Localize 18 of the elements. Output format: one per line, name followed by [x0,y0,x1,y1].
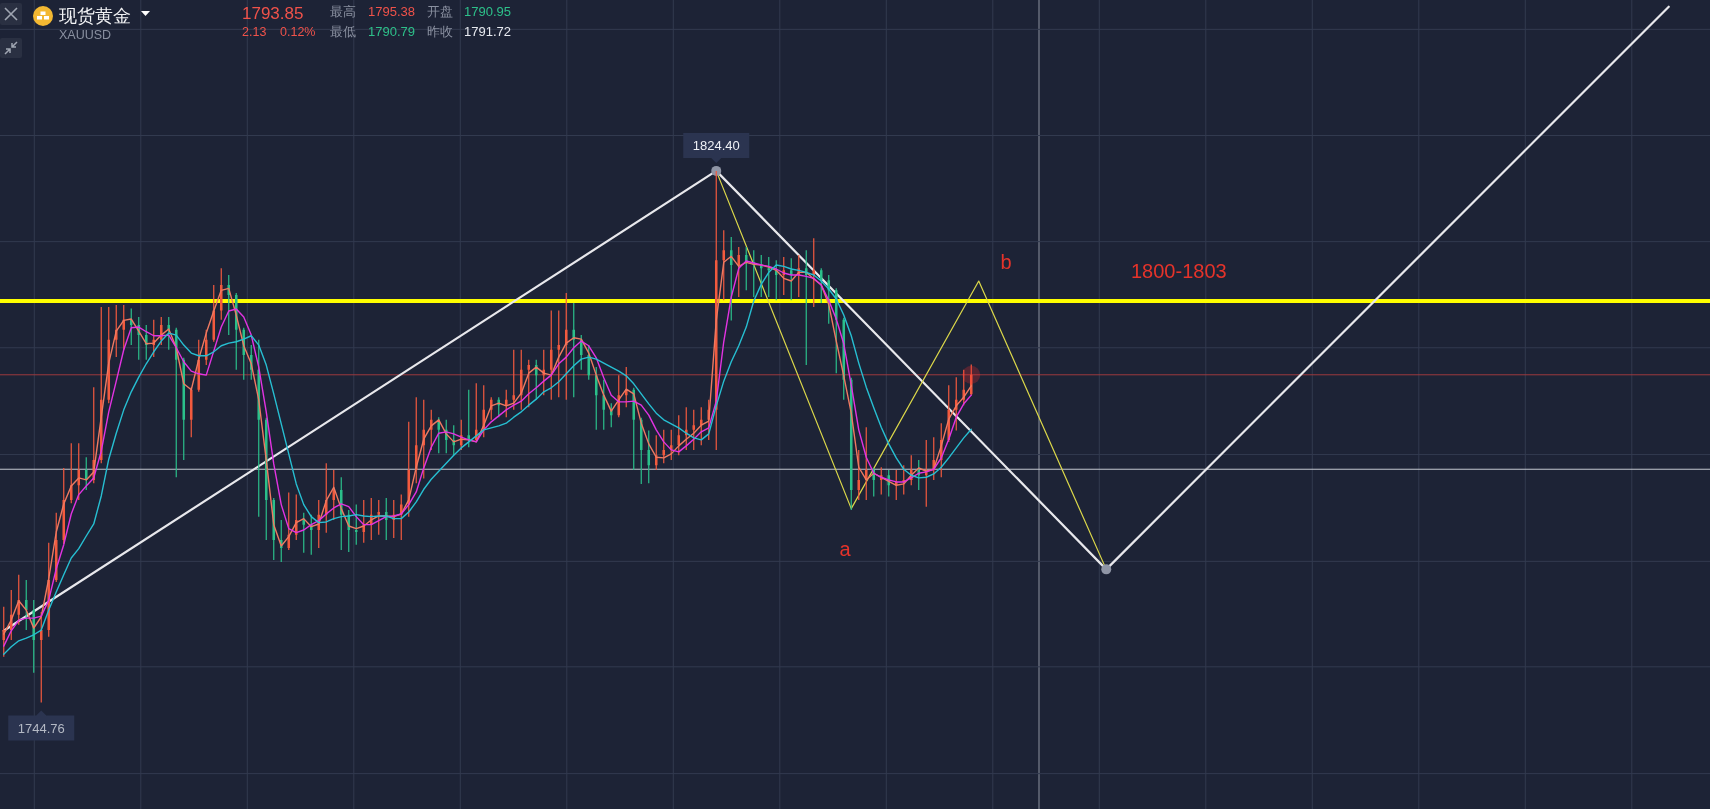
annotation: 开盘 [427,5,453,19]
annotation: 1790.79 [368,24,415,39]
annotation: 2.13 [242,25,267,39]
annotation: 1790.95 [464,4,511,19]
annotation: 0.12% [280,25,316,39]
text: XAUUSD [59,28,112,42]
annotation: 1795.38 [368,4,415,19]
annotation: 最低 [330,25,356,39]
annotation: 1824.40 [692,138,740,154]
annotation: 1800-1803 [1131,260,1227,282]
annotation: 昨收 [427,25,453,39]
annotation: 1744.76 [17,720,65,736]
annotation: a [839,538,852,560]
chart-title: 现货黄金 [59,6,131,26]
annotation: 最高 [330,4,356,19]
annotation: 1793.85 [242,4,304,23]
annotation: b [1000,251,1012,273]
annotation: 1791.72 [464,24,511,39]
